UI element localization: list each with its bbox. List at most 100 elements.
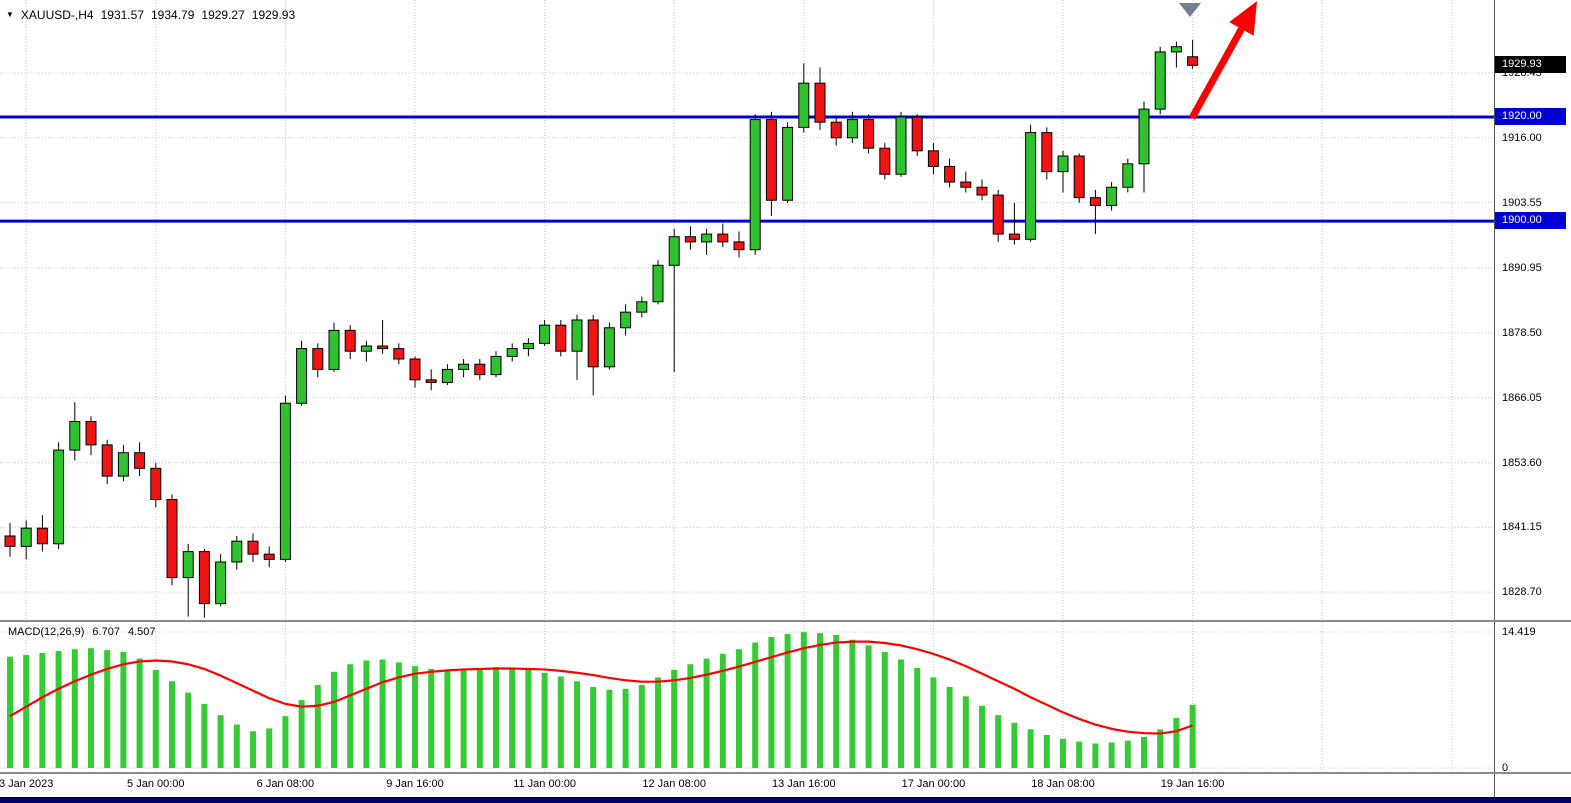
macd-histogram-bar: [800, 632, 807, 768]
macd-histogram-bar: [574, 681, 580, 768]
candle-body: [749, 119, 761, 251]
candle-body: [409, 358, 421, 381]
macd-chart[interactable]: [0, 622, 1494, 772]
candle: [539, 319, 551, 346]
macd-histogram-bar: [1092, 743, 1099, 768]
candle: [684, 226, 696, 250]
price-chart[interactable]: [0, 0, 1494, 621]
candle-body: [231, 540, 243, 563]
candle-body: [603, 327, 615, 368]
panel-separator[interactable]: [0, 772, 1571, 774]
macd-histogram-bar: [55, 651, 62, 768]
time-axis-label: 17 Jan 00:00: [901, 778, 966, 790]
panel-separator[interactable]: [0, 620, 1571, 622]
macd-histogram-bar: [88, 648, 94, 768]
candle-body: [587, 319, 599, 368]
candle: [134, 442, 146, 477]
macd-histogram-bar: [395, 662, 402, 768]
macd-histogram-bar: [833, 635, 840, 768]
macd-histogram-bar: [1157, 729, 1164, 768]
time-axis-label: 3 Jan 2023: [0, 778, 54, 790]
level-price-badge: 1900.00: [1495, 212, 1566, 230]
candle: [377, 319, 389, 354]
candle: [927, 143, 939, 175]
candle-body: [296, 348, 308, 404]
ohlc-close: 1929.93: [251, 8, 296, 22]
price-chart-panel[interactable]: ▼ XAUUSD-,H4 1931.57 1934.79 1929.27 192…: [0, 0, 1494, 621]
candle: [1122, 158, 1134, 193]
time-axis-label: 6 Jan 08:00: [256, 778, 315, 790]
candle-body: [1089, 197, 1101, 206]
candle-body: [393, 348, 405, 360]
candle-body: [539, 324, 551, 344]
candle: [344, 325, 356, 360]
macd-histogram-bar: [1076, 741, 1083, 768]
chart-header: ▼ XAUUSD-,H4 1931.57 1934.79 1929.27 192…: [6, 8, 295, 22]
macd-histogram-bar: [379, 659, 386, 768]
macd-histogram-bar: [914, 668, 921, 768]
macd-histogram-bar: [331, 671, 337, 768]
price-scale[interactable]: 1928.451916.001903.551890.951878.501866.…: [1494, 0, 1571, 803]
macd-scale-min: 0: [1502, 762, 1509, 774]
candle: [668, 228, 680, 373]
macd-histogram-bar: [120, 651, 127, 768]
candle-body: [976, 186, 988, 196]
candle: [571, 314, 583, 380]
candle: [490, 351, 502, 378]
time-axis[interactable]: 3 Jan 2023 5 Jan 00:00 6 Jan 08:00 9 Jan 16…: [0, 774, 1494, 797]
macd-histogram-bar: [946, 686, 953, 768]
candle: [911, 114, 923, 157]
candle-body: [425, 379, 437, 383]
candle: [782, 122, 794, 203]
macd-histogram-bar: [233, 724, 240, 768]
price-scale-tick: 1866.05: [1502, 391, 1542, 404]
candle: [36, 515, 48, 552]
macd-histogram-bar: [266, 728, 273, 768]
candle-body: [555, 324, 567, 352]
macd-histogram-bar: [557, 676, 564, 768]
candle-body: [1041, 132, 1053, 173]
candle: [749, 114, 761, 255]
macd-indicator-label: MACD(12,26,9) 6.707 4.507: [8, 626, 155, 638]
macd-panel[interactable]: MACD(12,26,9) 6.707 4.507: [0, 622, 1494, 772]
trend-arrow-head[interactable]: [1229, 1, 1257, 36]
gray-triangle-marker[interactable]: [1179, 3, 1201, 17]
macd-histogram-bar: [979, 705, 985, 768]
candle: [1089, 189, 1101, 235]
candle: [1170, 41, 1182, 68]
candle-body: [279, 402, 291, 560]
macd-histogram-bar: [1011, 722, 1018, 768]
macd-histogram-bar: [136, 658, 143, 768]
price-scale-tick: 1903.55: [1502, 196, 1542, 209]
candle-body: [846, 119, 858, 139]
candle-body: [166, 499, 178, 579]
candle: [652, 260, 664, 305]
candle-body: [571, 319, 583, 352]
candle: [976, 179, 988, 201]
macd-histogram-bar: [7, 656, 13, 768]
candle: [830, 116, 842, 146]
candle: [328, 322, 340, 373]
candle: [1154, 46, 1166, 115]
trend-arrow[interactable]: [1188, 27, 1245, 120]
candle-body: [328, 329, 340, 370]
candle-body: [636, 301, 648, 313]
macd-histogram-bar: [525, 669, 532, 768]
time-axis-label: 18 Jan 08:00: [1031, 778, 1095, 790]
candle: [1008, 202, 1020, 245]
candle: [409, 356, 421, 388]
macd-histogram-bar: [250, 731, 256, 768]
time-axis-label: 11 Jan 00:00: [513, 778, 576, 790]
candle-body: [377, 345, 389, 350]
candle: [247, 533, 259, 562]
time-axis-label: 19 Jan 16:00: [1160, 778, 1225, 790]
macd-histogram-bar: [687, 664, 694, 768]
candle: [992, 189, 1004, 242]
macd-histogram-bar: [703, 658, 710, 768]
candle-body: [522, 342, 534, 350]
candle-body: [1138, 108, 1150, 165]
symbol-dropdown-icon[interactable]: ▼: [6, 10, 14, 19]
macd-histogram-bar: [881, 651, 888, 768]
candle-body: [344, 329, 356, 352]
